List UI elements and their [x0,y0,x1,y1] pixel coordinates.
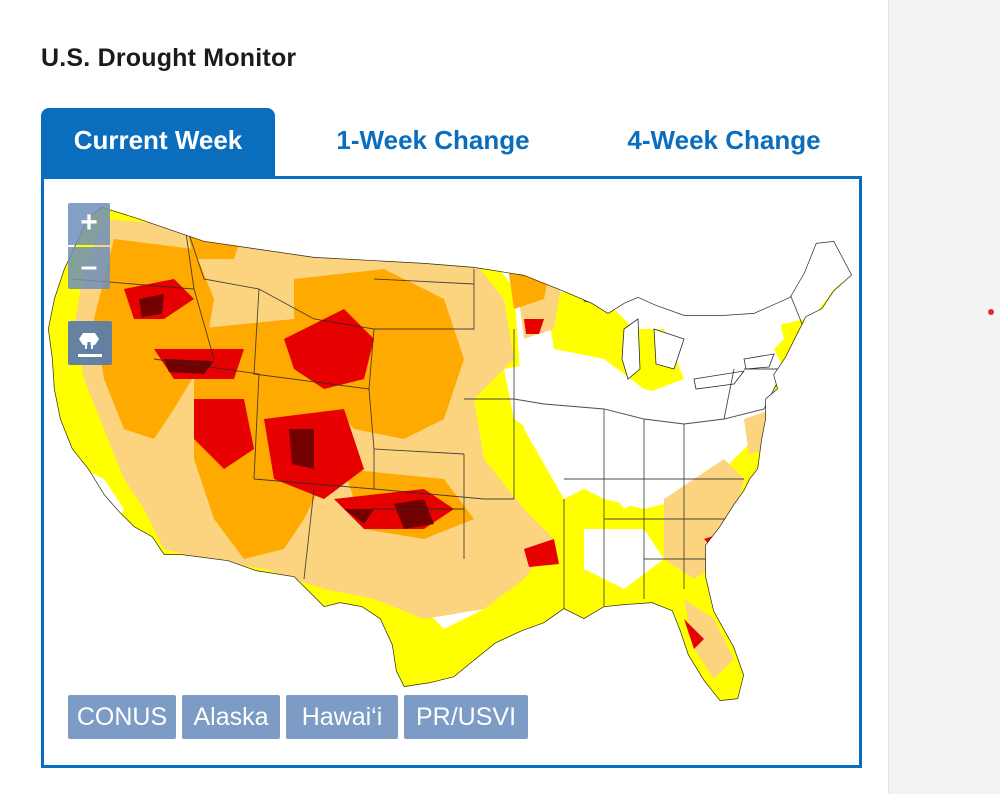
region-button-pr-usvi[interactable]: PR/USVI [404,695,528,739]
layers-download-icon [78,333,102,357]
region-button-hawaii[interactable]: Hawai‘i [286,695,398,739]
tab-4-week-change[interactable]: 4-Week Change [627,125,821,155]
layers-download-button[interactable] [68,321,112,365]
tab-current-week[interactable]: Current Week [41,108,275,176]
tab-1-week-change[interactable]: 1-Week Change [336,125,530,155]
us-drought-map-svg [48,207,852,701]
zoom-out-button[interactable]: – [68,247,110,289]
region-button-alaska[interactable]: Alaska [182,695,280,739]
drought-monitor-card: U.S. Drought Monitor Current Week 1-Week… [0,0,889,794]
tab-bar: Current Week 1-Week Change 4-Week Change [41,108,861,176]
zoom-in-button[interactable]: + [68,203,110,245]
drought-map[interactable]: + – CONUS Alaska Hawai‘i PR/USVI [41,176,862,768]
widget-title: U.S. Drought Monitor [41,44,297,72]
region-button-conus[interactable]: CONUS [68,695,176,739]
red-dot-marker [988,309,994,315]
